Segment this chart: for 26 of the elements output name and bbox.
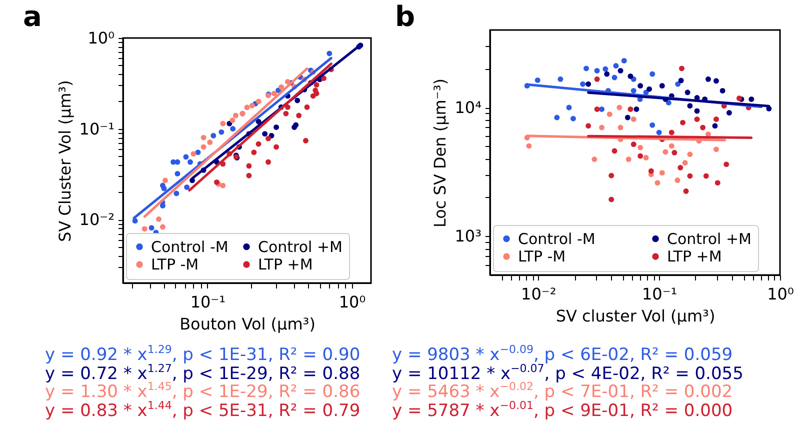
legend-label: Control -M (518, 230, 596, 248)
legend-label: Control +M (258, 238, 342, 256)
y-tick-label: 10⁰ (88, 28, 114, 48)
y-axis-title: SV Cluster Vol (μm³) (55, 80, 74, 242)
x-axis-title: SV cluster Vol (μm³) (556, 306, 716, 326)
legend-label: Control -M (151, 238, 228, 256)
y-tick-label: 10³ (454, 226, 482, 246)
y-tick-label: 10⁻² (79, 210, 114, 230)
x-axis-title: Bouton Vol (μm³) (180, 314, 316, 334)
x-tick-label: 10⁰ (767, 284, 794, 304)
x-tick-label: 10⁻¹ (642, 284, 678, 304)
y-tick-label: 10⁴ (454, 98, 482, 118)
chart-title: a (23, 0, 42, 33)
legend-label: LTP -M (151, 256, 199, 274)
y-axis-title: Loc SV Den (μm⁻³) (430, 78, 450, 228)
legend-label: Control +M (667, 230, 752, 248)
legend-label: LTP +M (667, 248, 722, 266)
text: y = 9803 * x$^{−0.09}$, p < 6E-02, R² = 0.059 (392, 343, 734, 365)
legend-label: LTP -M (518, 248, 566, 266)
legend-label: LTP +M (258, 256, 313, 274)
x-tick-label: 10⁻¹ (190, 292, 226, 312)
y-tick-label: 10⁻¹ (79, 119, 114, 138)
text: y = 0.92 * x$^{1.29}$, p < 1E-31, R² = 0.90 (45, 343, 360, 365)
chart-title: b (395, 0, 416, 33)
x-tick-label: 10⁰ (338, 292, 366, 312)
x-tick-label: 10⁻² (521, 284, 556, 304)
